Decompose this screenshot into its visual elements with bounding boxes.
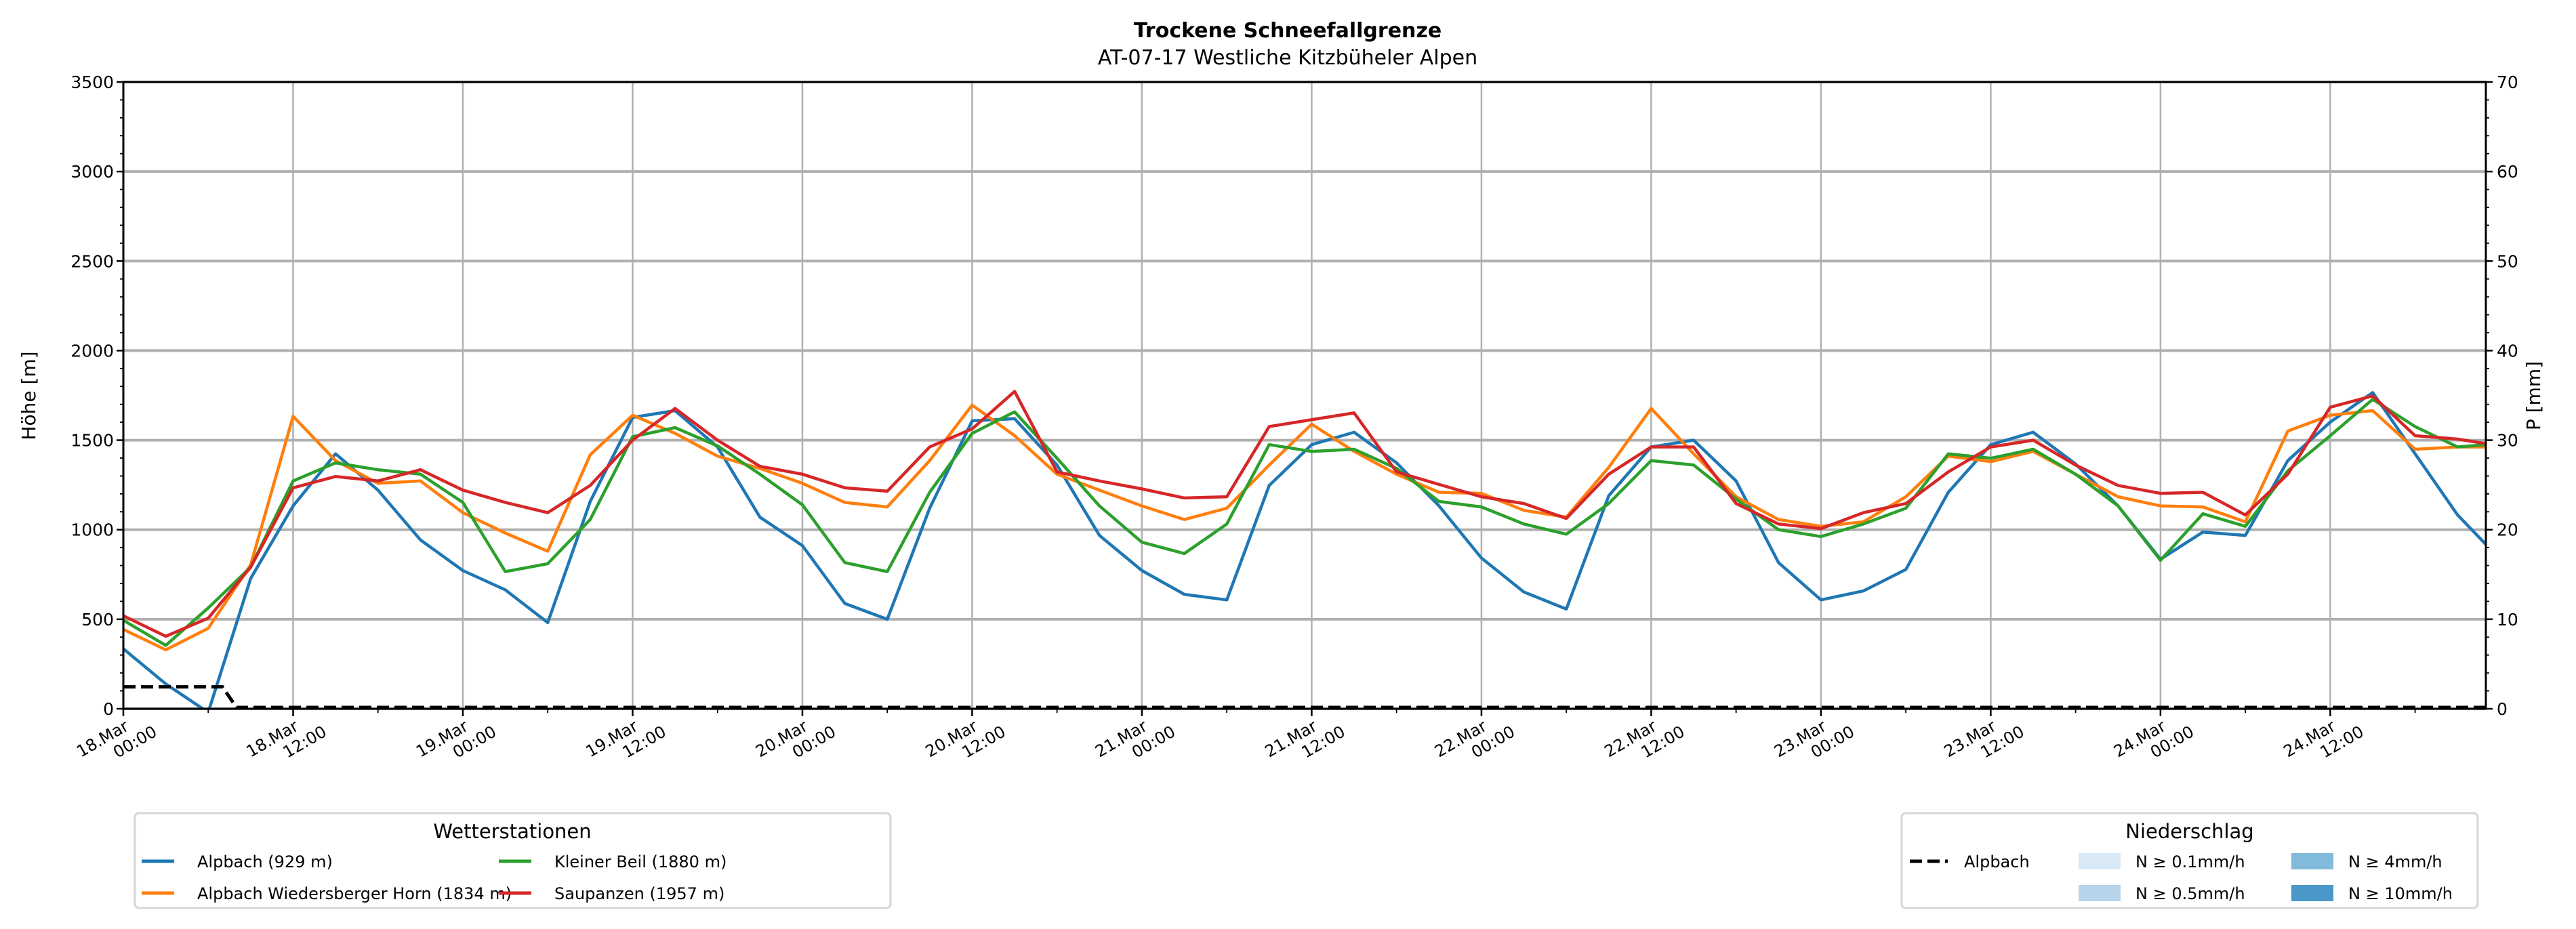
legend-label-1: Alpbach Wiedersberger Horn (1834 m) (197, 884, 512, 903)
legend-precip-class-label-0: N ≥ 0.1mm/h (2135, 852, 2245, 871)
legend-precip-line-label: Alpbach (1964, 852, 2030, 871)
legend-stations-title: Wetterstationen (433, 820, 591, 843)
y-tick-label: 0 (103, 699, 114, 719)
plot-frame (122, 81, 2487, 710)
y-right-tick-label: 20 (2497, 520, 2518, 540)
y-tick-label: 2000 (70, 341, 114, 360)
legend-label-2: Kleiner Beil (1880 m) (554, 852, 727, 871)
legend-label-3: Saupanzen (1957 m) (554, 884, 724, 903)
grid (122, 81, 2486, 710)
y-right-tick-label: 40 (2497, 341, 2518, 360)
legend-precip-title: Niederschlag (2125, 820, 2253, 843)
axes: 0 0 500 10 1000 20 1500 30 2000 40 2500 50 3000 60 350… (70, 73, 2518, 762)
y-tick-label: 500 (81, 610, 114, 629)
y-axis-label: Höhe [m] (18, 351, 40, 440)
y-tick-label: 1000 (70, 520, 114, 540)
precipitation-line-alpbach (123, 685, 2486, 709)
legend-precip-class-swatch-2 (2291, 853, 2333, 869)
y-right-tick-label: 10 (2497, 610, 2518, 629)
y-right-tick-label: 50 (2497, 251, 2518, 271)
series-line-1 (123, 403, 2486, 652)
y-tick-label: 1500 (70, 431, 114, 451)
chart-subtitle: AT-07-17 Westliche Kitzbüheler Alpen (1098, 46, 1477, 70)
series-lines (123, 390, 2486, 709)
y-right-tick-label: 70 (2497, 73, 2518, 92)
legend-precip-class-label-3: N ≥ 10mm/h (2348, 884, 2453, 903)
y-tick-label: 3000 (70, 162, 114, 182)
legend-stations: Wetterstationen Alpbach (929 m) Alpbach Wi… (134, 812, 892, 909)
legend-precip-box (1900, 812, 2479, 909)
y-tick-label: 3500 (70, 73, 114, 92)
y-axis-right-label: P [mm] (2522, 361, 2545, 430)
legend-precip-class-swatch-0 (2079, 853, 2121, 869)
y-right-tick-label: 30 (2497, 431, 2518, 451)
series-line-3 (123, 390, 2486, 638)
series-line-0 (123, 391, 2486, 709)
y-right-tick-label: 0 (2497, 699, 2508, 719)
legend-label-0: Alpbach (929 m) (197, 852, 333, 871)
series-line-2 (123, 398, 2486, 647)
legend-precip-class-swatch-3 (2291, 885, 2333, 901)
y-tick-label: 2500 (70, 251, 114, 271)
legend-precip-class-label-2: N ≥ 4mm/h (2348, 852, 2442, 871)
legend-precipitation: Niederschlag Alpbach N ≥ 0.1mm/h N ≥ 0.5mm/… (1900, 812, 2479, 909)
chart-title: Trockene Schneefallgrenze (1134, 19, 1442, 43)
legend-precip-class-swatch-1 (2079, 885, 2121, 901)
y-right-tick-label: 60 (2497, 162, 2518, 182)
legend-precip-class-label-1: N ≥ 0.5mm/h (2135, 884, 2245, 903)
